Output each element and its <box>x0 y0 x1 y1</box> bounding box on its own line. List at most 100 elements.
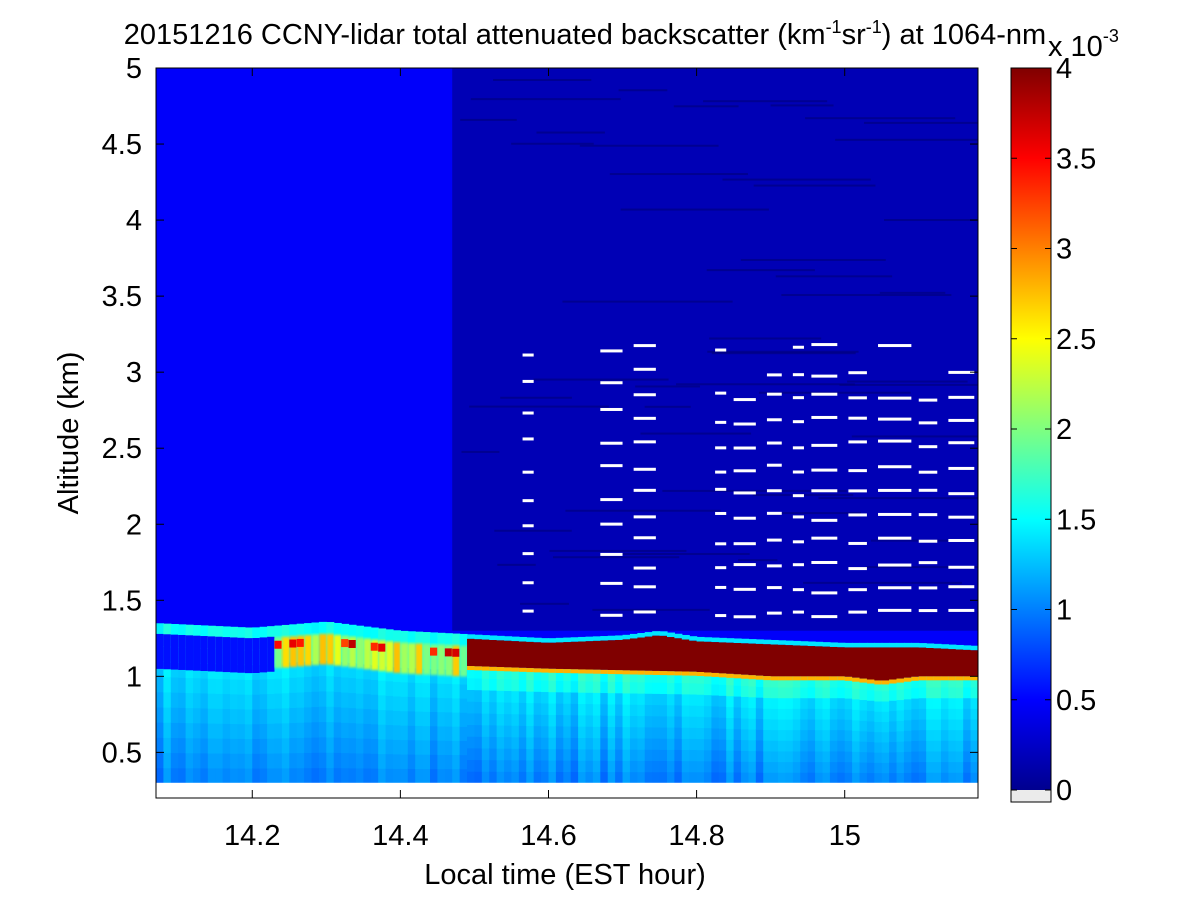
mixed-layer-cell <box>341 676 350 693</box>
mixed-layer-cell <box>666 760 675 773</box>
layer-top-cell <box>607 635 616 641</box>
no-data-dash <box>633 416 656 420</box>
mixed-layer-cell <box>222 767 231 784</box>
mixed-layer-cell <box>244 738 253 754</box>
mixed-layer-cell <box>829 708 838 720</box>
mixed-layer-cell <box>785 761 794 773</box>
mixed-layer-cell <box>452 768 461 784</box>
mixed-layer-cell <box>481 747 490 761</box>
mixed-layer-cell <box>415 754 424 770</box>
no-data-dash <box>600 407 623 411</box>
mixed-layer-cell <box>866 700 875 712</box>
mixed-layer-cell <box>156 752 165 769</box>
no-data-dash <box>792 345 804 349</box>
mixed-layer-cell <box>852 761 861 773</box>
mixed-layer-cell <box>185 707 194 724</box>
mixed-layer-cell <box>570 691 579 704</box>
mixed-layer-cell <box>363 663 372 680</box>
mixed-layer-cell <box>444 725 453 741</box>
mixed-layer-cell <box>696 760 705 773</box>
mixed-layer-cell <box>156 737 165 754</box>
mixed-layer-cell <box>563 760 572 773</box>
mixed-layer-cell <box>430 697 439 713</box>
mixed-layer-cell <box>770 708 779 720</box>
mixed-layer-cell <box>741 707 750 719</box>
mixed-layer-cell <box>355 737 364 754</box>
gap-cell <box>237 637 246 673</box>
mixed-layer-cell <box>437 683 446 698</box>
mixed-layer-cell <box>933 676 942 688</box>
mixed-layer-cell <box>267 738 276 754</box>
mixed-layer-cell <box>407 739 416 755</box>
dense-layer-edge-cell <box>955 676 964 681</box>
mixed-layer-cell <box>400 667 409 683</box>
mixed-layer-cell <box>281 662 290 679</box>
dense-layer-edge-cell <box>644 670 653 675</box>
mixed-layer-cell <box>259 708 268 725</box>
mixed-layer-cell <box>644 693 653 705</box>
no-data-dash <box>848 489 867 493</box>
no-data-dash <box>948 608 975 612</box>
aerosol-peak-cell <box>370 642 379 651</box>
mixed-layer-cell <box>763 708 772 720</box>
mixed-layer-cell <box>526 748 535 761</box>
mixed-layer-cell <box>903 719 912 731</box>
mixed-layer-cell <box>711 694 720 707</box>
noise-streak <box>635 385 700 388</box>
mixed-layer-cell <box>481 724 490 737</box>
layer-top-cell <box>348 624 357 636</box>
layer-top-cell <box>222 626 231 638</box>
dense-layer-cell <box>585 641 594 670</box>
mixed-layer-cell <box>585 771 594 784</box>
mixed-layer-cell <box>430 754 439 770</box>
mixed-layer-cell <box>696 683 705 695</box>
mixed-layer-cell <box>837 772 846 784</box>
mixed-layer-cell <box>341 722 350 738</box>
mixed-layer-cell <box>711 705 720 718</box>
mixed-layer-cell <box>948 676 957 688</box>
no-data-dash <box>522 609 534 613</box>
dense-layer-edge-cell <box>940 676 949 681</box>
mixed-layer-cell <box>881 680 890 692</box>
y-tick-label: 1 <box>126 661 142 693</box>
mixed-layer-cell <box>185 767 194 784</box>
no-data-dash <box>715 446 727 450</box>
mixed-layer-cell <box>474 771 483 784</box>
mixed-layer-cell <box>829 676 838 688</box>
mixed-layer-cell <box>511 679 520 692</box>
noise-streak <box>866 566 978 569</box>
mixed-layer-cell <box>474 724 483 737</box>
layer-top-cell <box>763 639 772 645</box>
mixed-layer-cell <box>252 679 261 695</box>
mixed-layer-cell <box>903 740 912 752</box>
mixed-layer-cell <box>800 676 809 688</box>
mixed-layer-cell <box>918 750 927 763</box>
mixed-layer-cell <box>237 679 246 695</box>
dense-layer-cell <box>844 647 853 677</box>
mixed-layer-cell <box>296 707 305 723</box>
no-data-dash <box>811 518 838 522</box>
noise-streak <box>676 383 855 386</box>
mixed-layer-cell <box>422 711 431 727</box>
x-axis: 14.2 14.4 14.6 14.8 15 <box>224 68 861 852</box>
layer-top-cell <box>792 640 801 646</box>
dense-layer-edge-cell <box>844 676 853 681</box>
mixed-layer-cell <box>911 687 920 699</box>
mixed-layer-cell <box>866 772 875 784</box>
mixed-layer-cell <box>726 673 735 686</box>
mixed-layer-cell <box>407 682 416 698</box>
mixed-layer-cell <box>903 709 912 721</box>
layer-top-cell <box>666 632 675 638</box>
layer-top-cell <box>185 624 194 636</box>
mixed-layer-cell <box>548 680 557 693</box>
aerosol-patch-cell <box>348 636 357 668</box>
mixed-layer-cell <box>311 691 320 708</box>
dense-layer-cell <box>578 641 587 670</box>
mixed-layer-cell <box>170 676 179 693</box>
dense-layer-edge-cell <box>829 676 838 681</box>
mixed-layer-cell <box>644 670 653 683</box>
mixed-layer-cell <box>392 695 401 711</box>
mixed-layer-cell <box>444 711 453 727</box>
mixed-layer-cell <box>355 663 364 679</box>
mixed-layer-cell <box>837 686 846 699</box>
